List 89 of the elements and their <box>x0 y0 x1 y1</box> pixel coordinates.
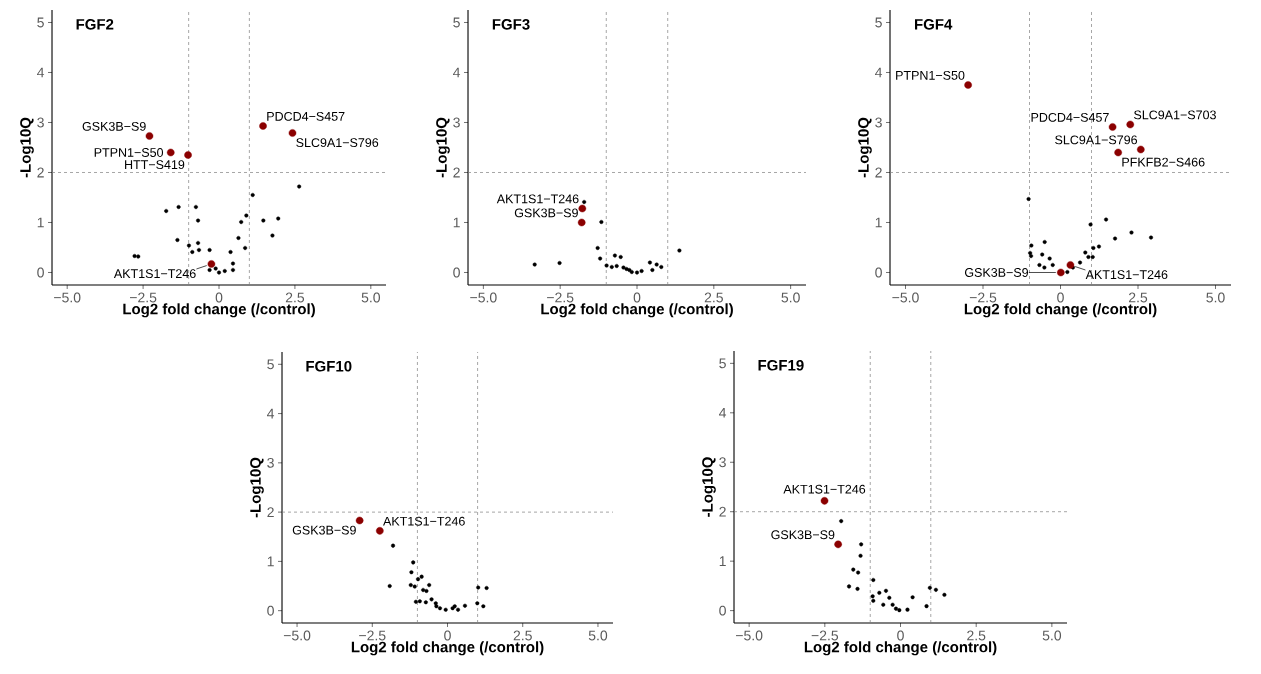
x-tick-label: −5.0 <box>470 292 497 303</box>
chart-title: FGF10 <box>306 360 352 372</box>
annotation: GSK3B−S9 <box>771 530 835 540</box>
x-tick-label: 0 <box>444 630 451 641</box>
x-tick-label: −5.0 <box>283 630 311 641</box>
x-tick-label: 2.5 <box>513 630 532 641</box>
x-tick-label: 2.5 <box>704 292 723 303</box>
annotation: AKT1S1−T246 <box>383 516 465 526</box>
annotation: PTPN1−S50 <box>94 148 164 157</box>
y-tick-label: 3 <box>719 457 726 468</box>
x-tick-label: 2.5 <box>285 292 305 303</box>
annotation: GSK3B−S9 <box>292 525 356 535</box>
annotation: SLC9A1−S703 <box>1134 110 1216 120</box>
annotation: PDCD4−S457 <box>1031 112 1109 122</box>
y-tick-label: 0 <box>267 605 274 616</box>
x-tick-label: −2.5 <box>811 630 839 641</box>
y-tick-label: 5 <box>37 17 44 28</box>
y-tick-label: 2 <box>267 507 274 518</box>
y-tick-label: 3 <box>37 117 44 128</box>
x-tick-label: 5.0 <box>1206 292 1225 303</box>
x-tick-label: −2.5 <box>969 292 997 303</box>
y-axis-title: -Log10Q <box>20 117 34 178</box>
x-axis-title: Log2 fold change (/control) <box>351 641 544 656</box>
x-tick-label: 0 <box>897 630 904 641</box>
annotation: SLC9A1−S796 <box>1055 135 1138 145</box>
y-tick-label: 1 <box>267 556 274 567</box>
x-tick-label: −2.5 <box>129 292 157 303</box>
y-tick-label: 0 <box>453 267 460 278</box>
y-tick-label: 1 <box>37 217 44 228</box>
x-tick-label: −2.5 <box>547 292 574 303</box>
annotation: SLC9A1−S796 <box>296 138 379 148</box>
y-tick-label: 0 <box>719 605 726 616</box>
chart-title: FGF4 <box>915 19 953 30</box>
y-axis-title: -Log10Q <box>250 457 264 518</box>
annotation: PDCD4−S457 <box>267 111 345 121</box>
y-tick-label: 2 <box>719 506 726 517</box>
annotation: AKT1S1−T246 <box>1085 270 1168 280</box>
y-tick-label: 3 <box>267 457 274 468</box>
y-tick-label: 4 <box>453 67 461 78</box>
y-axis-title: -Log10Q <box>702 457 716 517</box>
y-tick-label: 0 <box>37 267 44 278</box>
annotation: HTT−S419 <box>125 160 185 170</box>
y-tick-label: 5 <box>875 17 882 28</box>
y-axis-title: -Log10Q <box>436 117 450 178</box>
annotation: AKT1S1−T246 <box>496 194 579 204</box>
x-tick-label: 0 <box>215 292 223 303</box>
y-tick-label: 3 <box>453 117 460 128</box>
x-tick-label: −5.0 <box>892 292 919 303</box>
annotation: GSK3B−S9 <box>964 268 1029 277</box>
annotation: AKT1S1−T246 <box>113 269 196 279</box>
y-tick-label: 1 <box>453 217 460 228</box>
x-tick-label: 2.5 <box>1128 292 1148 303</box>
y-tick-label: 4 <box>719 407 727 418</box>
y-tick-label: 3 <box>875 117 882 128</box>
y-tick-label: 0 <box>875 267 882 278</box>
annotation: GSK3B−S9 <box>514 208 578 218</box>
y-tick-label: 5 <box>453 17 460 28</box>
y-tick-label: 4 <box>37 67 45 78</box>
y-tick-label: 2 <box>875 167 882 178</box>
x-tick-label: 5.0 <box>588 630 608 641</box>
x-tick-label: 0 <box>633 292 641 303</box>
y-tick-label: 1 <box>719 556 726 566</box>
y-tick-label: 4 <box>267 408 275 419</box>
x-tick-label: −5.0 <box>736 630 763 641</box>
y-tick-label: 1 <box>875 217 882 228</box>
chart-title: FGF19 <box>758 359 804 371</box>
x-tick-label: 5.0 <box>361 292 381 303</box>
y-tick-label: 5 <box>719 358 726 369</box>
x-axis-title: Log2 fold change (/control) <box>964 303 1157 318</box>
chart-title: FGF3 <box>492 19 530 30</box>
chart-title: FGF2 <box>76 19 114 30</box>
y-tick-label: 5 <box>267 359 274 370</box>
y-tick-label: 4 <box>875 67 883 78</box>
x-axis-title: Log2 fold change (/control) <box>804 641 997 656</box>
annotation: PTPN1−S50 <box>896 70 965 80</box>
y-tick-label: 2 <box>37 167 44 178</box>
x-tick-label: 5.0 <box>781 292 800 303</box>
x-tick-label: 5.0 <box>1042 630 1062 641</box>
x-tick-label: −5.0 <box>54 292 81 303</box>
x-tick-label: 2.5 <box>967 630 986 641</box>
x-tick-label: 0 <box>1057 292 1064 303</box>
annotation: PFKFB2−S466 <box>1122 157 1205 167</box>
x-tick-label: −2.5 <box>359 630 386 641</box>
annotation: AKT1S1−T246 <box>783 484 866 494</box>
x-axis-title: Log2 fold change (/control) <box>541 303 733 318</box>
x-axis-title: Log2 fold change (/control) <box>123 303 315 318</box>
y-axis-title: -Log10Q <box>858 117 872 178</box>
y-tick-label: 2 <box>453 167 460 178</box>
annotation: GSK3B−S9 <box>82 121 146 131</box>
